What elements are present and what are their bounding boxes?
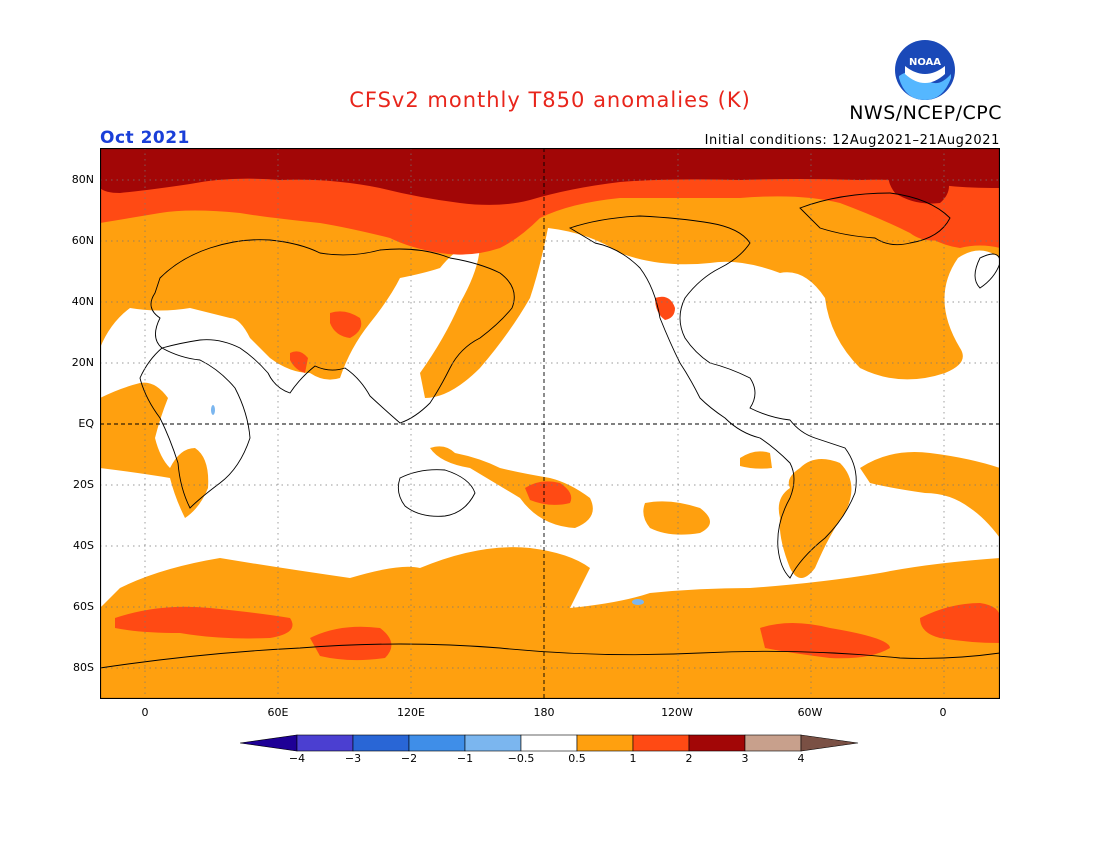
lat-label: 40N <box>71 295 94 308</box>
colorbar-left-arrow <box>240 734 298 752</box>
lat-label: 60S <box>73 600 94 613</box>
colorbar-label: −2 <box>400 752 418 765</box>
anomaly-2-to-3-region <box>100 148 1000 205</box>
noaa-logo: NOAA <box>895 40 955 100</box>
colorbar-label: 4 <box>797 752 805 765</box>
colorbar-label: 3 <box>741 752 749 765</box>
lat-label: 60N <box>71 234 94 247</box>
lat-label: 80N <box>71 173 94 186</box>
colorbar-label: −3 <box>344 752 362 765</box>
colorbar-cell <box>464 734 522 752</box>
noaa-logo-text: NOAA <box>909 57 941 68</box>
colorbar-right-arrow <box>800 734 859 752</box>
lon-label: 180 <box>533 706 555 719</box>
colorbar-cell <box>688 734 746 752</box>
colorbar-label: −1 <box>456 752 474 765</box>
coastlines <box>100 192 1000 669</box>
colorbar-cell <box>744 734 802 752</box>
colorbar-cell <box>296 734 354 752</box>
lat-label: EQ <box>78 417 94 430</box>
colorbar-cell <box>352 734 410 752</box>
colorbar-label: −4 <box>288 752 306 765</box>
colorbar-label: 2 <box>685 752 693 765</box>
lon-label: 120E <box>397 706 425 719</box>
lon-label: 0 <box>141 706 149 719</box>
map-frame <box>100 148 1000 699</box>
agency-label: NWS/NCEP/CPC <box>849 102 1002 124</box>
lon-label: 60E <box>267 706 289 719</box>
lat-label: 20N <box>71 356 94 369</box>
colorbar-cell <box>520 734 578 752</box>
map-title: CFSv2 monthly T850 anomalies (K) <box>349 88 751 112</box>
initial-conditions: Initial conditions: 12Aug2021–21Aug2021 <box>704 133 1000 148</box>
lon-label: 60W <box>797 706 823 719</box>
anomaly-map <box>100 148 1000 699</box>
forecast-month: Oct 2021 <box>100 128 190 148</box>
anomaly-neg-0-5-to-neg-1-region <box>211 405 644 605</box>
lon-label: 0 <box>939 706 947 719</box>
graticule <box>100 148 1000 699</box>
colorbar <box>240 734 859 752</box>
colorbar-cell <box>632 734 690 752</box>
lat-label: 20S <box>73 478 94 491</box>
lat-label: 80S <box>73 661 94 674</box>
colorbar-cell <box>576 734 634 752</box>
lat-label: 40S <box>73 539 94 552</box>
colorbar-label: 1 <box>629 752 637 765</box>
equator-and-dateline <box>100 148 1000 699</box>
colorbar-label: −0.5 <box>507 752 535 765</box>
lon-label: 120W <box>661 706 693 719</box>
colorbar-cell <box>408 734 466 752</box>
colorbar-label: 0.5 <box>568 752 586 765</box>
